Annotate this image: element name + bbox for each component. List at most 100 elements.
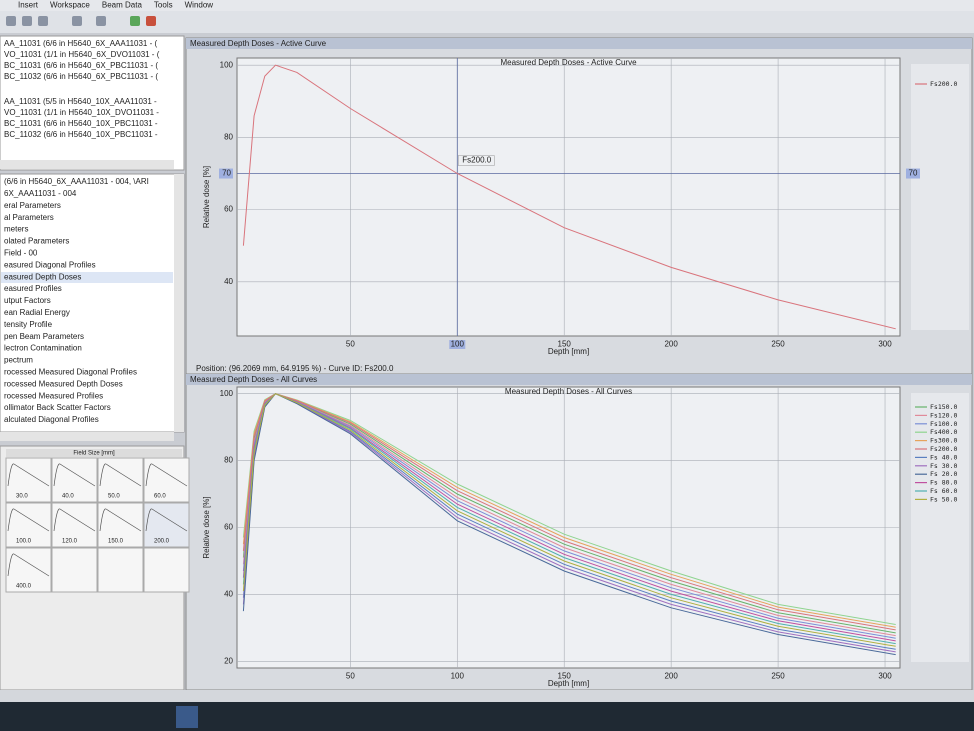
beam-list-item[interactable]: BC_11031 (6/6 in H5640_6X_PBC11031 - (	[4, 61, 158, 70]
tool-icon[interactable]	[6, 16, 16, 26]
tree-item[interactable]: ollimator Back Scatter Factors	[4, 403, 111, 412]
tool-icon[interactable]	[96, 16, 106, 26]
status-bar	[0, 690, 974, 702]
dose-curve	[242, 393, 896, 656]
tree-item[interactable]: rocessed Measured Profiles	[4, 391, 103, 400]
thumbnail-cell[interactable]	[5, 547, 52, 593]
thumbnail-cell[interactable]	[97, 547, 144, 593]
beam-list-item[interactable]: VO_11031 (1/1 in H5640_6X_DVO11031 - (	[4, 50, 160, 59]
thumbnail-label: 50.0	[108, 494, 120, 500]
tool-icon[interactable]	[146, 16, 156, 26]
crosshair-y-label: 70	[222, 169, 231, 178]
x-tick-label: 100	[451, 672, 465, 681]
tree-item[interactable]: al Parameters	[4, 213, 54, 222]
crosshair-y-label: 70	[909, 169, 918, 178]
beam-list-item[interactable]: BC_11031 (6/6 in H5640_10X_PBC11031 -	[4, 119, 158, 128]
plot-area	[236, 57, 901, 337]
legend-label: Fs150.0	[930, 403, 957, 411]
tree-item[interactable]: 6X_AAA11031 - 004	[4, 189, 77, 198]
x-tick-label: 200	[664, 340, 678, 349]
thumbnail-cell[interactable]	[51, 547, 98, 593]
menu-bar	[0, 0, 974, 11]
curve-annotation: Fs200.0	[462, 156, 491, 165]
thumbnail-cell[interactable]	[51, 502, 98, 548]
tree-item[interactable]: eral Parameters	[4, 201, 61, 210]
thumbnail-curve	[99, 508, 142, 532]
legend-label: Fs 40.0	[930, 453, 957, 461]
y-axis-label: Relative dose [%]	[202, 166, 211, 228]
x-tick-label: 150	[558, 340, 572, 349]
y-tick-label: 80	[224, 456, 233, 465]
beam-list-item[interactable]: BC_11032 (6/6 in H5640_6X_PBC11031 - (	[4, 72, 158, 81]
tree-item[interactable]: alculated Diagonal Profiles	[4, 415, 99, 424]
menu-item[interactable]: Insert	[18, 1, 39, 10]
tree-item[interactable]: easured Diagonal Profiles	[4, 260, 96, 269]
beam-list-panel	[0, 35, 185, 171]
y-tick-label: 100	[220, 60, 234, 69]
thumbnail-cell[interactable]	[51, 457, 98, 503]
x-tick-label: 250	[771, 340, 785, 349]
tree-item[interactable]: meters	[4, 225, 28, 234]
toolbar	[0, 11, 974, 33]
toolbar-icons	[6, 16, 156, 26]
menu-item[interactable]: Tools	[154, 1, 173, 10]
beam-list-item[interactable]: AA_11031 (5/5 in H5640_10X_AAA11031 -	[4, 97, 157, 106]
legend-label: Fs120.0	[930, 411, 957, 419]
crosshair-y-highlight	[219, 168, 233, 179]
tree-item[interactable]: rocessed Measured Diagonal Profiles	[4, 368, 137, 377]
thumbnail-cell[interactable]	[97, 457, 144, 503]
v-scrollbar[interactable]	[174, 174, 184, 432]
thumbnail-curve	[145, 463, 188, 487]
tree-item[interactable]: (6/6 in H5640_6X_AAA11031 - 004, \ARI	[4, 177, 149, 186]
crosshair-x-highlight	[449, 340, 466, 349]
tree-item[interactable]: tensity Profile	[4, 320, 53, 329]
legend-label: Fs200.0	[930, 80, 957, 88]
tree-item[interactable]: easured Profiles	[4, 284, 62, 293]
tree-item[interactable]: easured Depth Doses	[4, 272, 81, 281]
window-title-bar	[186, 374, 972, 385]
h-scrollbar[interactable]	[0, 432, 174, 441]
tool-icon[interactable]	[22, 16, 32, 26]
tree-item[interactable]: utput Factors	[4, 296, 51, 305]
thumbnail-title: Field Size [mm]	[73, 451, 115, 457]
menu-item[interactable]: Window	[185, 1, 214, 10]
legend-label: Fs 60.0	[930, 487, 957, 495]
tool-icon[interactable]	[130, 16, 140, 26]
tree-item[interactable]: pectrum	[4, 356, 33, 365]
tree-item[interactable]: olated Parameters	[4, 237, 69, 246]
thumbnail-cell[interactable]	[5, 502, 52, 548]
window-title-bar	[186, 38, 972, 49]
tree-item[interactable]: Field - 00	[4, 249, 38, 258]
tree-item[interactable]: ean Radial Energy	[4, 308, 70, 317]
menu-item[interactable]: Beam Data	[102, 1, 143, 10]
thumbnail-cell[interactable]	[5, 457, 52, 503]
legend-label: Fs 30.0	[930, 462, 957, 470]
thumbnail-label: 60.0	[154, 494, 166, 500]
tree-item[interactable]: pen Beam Parameters	[4, 332, 84, 341]
x-tick-label: 250	[771, 672, 785, 681]
legend-label: Fs200.0	[930, 445, 957, 453]
thumbnail-label: 200.0	[154, 539, 170, 545]
tool-icon[interactable]	[72, 16, 82, 26]
thumbnail-curve	[53, 508, 96, 532]
tree-item[interactable]: lectron Contamination	[4, 344, 82, 353]
thumbnail-cell[interactable]	[143, 457, 190, 503]
beam-list-item[interactable]: BC_11032 (6/6 in H5640_10X_PBC11031 -	[4, 130, 158, 139]
taskbar-icon[interactable]	[176, 706, 198, 728]
dose-curve	[242, 64, 896, 330]
thumbnail-cell[interactable]	[97, 502, 144, 548]
tool-icon[interactable]	[38, 16, 48, 26]
menu-item[interactable]: Workspace	[50, 1, 90, 10]
y-tick-label: 100	[220, 389, 234, 398]
beam-list-item[interactable]: VO_11031 (1/1 in H5640_10X_DVO11031 -	[4, 108, 159, 117]
y-tick-label: 80	[224, 133, 233, 142]
tree-item[interactable]: rocessed Measured Depth Doses	[4, 379, 123, 388]
beam-list-item[interactable]: AA_11031 (6/6 in H5640_6X_AAA11031 - (	[4, 39, 157, 48]
x-axis-label: Depth [mm]	[548, 679, 589, 688]
thumbnail-cell[interactable]	[143, 502, 190, 548]
dose-curve	[242, 393, 896, 647]
content: Insert Workspace Beam Data Tools Window AA_11…	[1, 1, 969, 688]
thumbnail-cell[interactable]	[143, 547, 190, 593]
h-scrollbar[interactable]	[0, 160, 174, 169]
thumbnail-label: 120.0	[62, 539, 78, 545]
